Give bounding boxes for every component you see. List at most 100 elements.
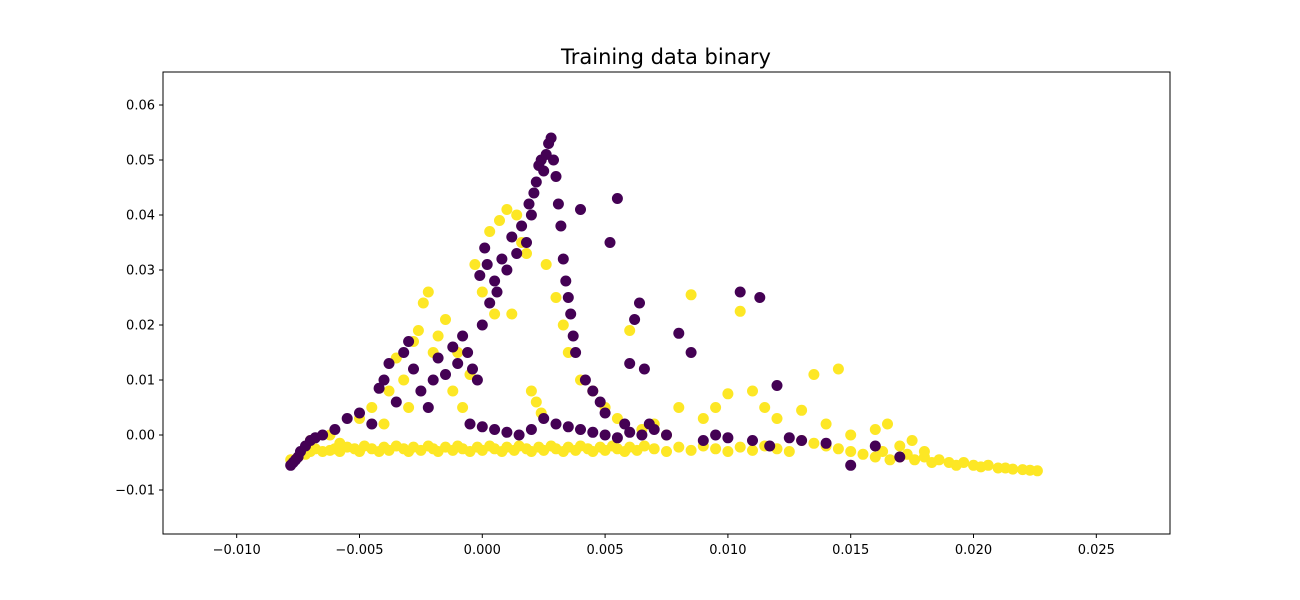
data-point (469, 259, 481, 270)
data-point (1031, 465, 1043, 477)
data-point (611, 193, 623, 204)
data-point (506, 231, 518, 243)
data-point (545, 132, 557, 144)
data-point (754, 292, 766, 303)
data-point (334, 437, 346, 449)
data-point (685, 347, 697, 358)
data-point (771, 413, 783, 424)
data-point (958, 457, 970, 468)
data-point (560, 275, 572, 287)
data-point (403, 402, 415, 413)
data-point (464, 418, 476, 430)
data-point (638, 363, 650, 375)
data-point (661, 446, 672, 457)
y-tick-label: −0.01 (115, 484, 155, 499)
data-point (722, 446, 734, 457)
data-point (530, 396, 542, 408)
data-point (587, 385, 599, 397)
y-tick-label: 0.00 (126, 429, 155, 444)
data-point (747, 385, 758, 397)
data-point (516, 220, 528, 232)
data-point (562, 421, 574, 433)
data-point (496, 253, 508, 265)
data-point (619, 418, 631, 430)
data-point (481, 259, 493, 270)
data-point (525, 424, 537, 435)
data-point (422, 286, 434, 298)
data-point (457, 402, 469, 413)
data-point (808, 369, 820, 380)
data-point (415, 385, 427, 397)
data-point (697, 435, 709, 446)
data-point (845, 446, 857, 457)
data-point (884, 454, 896, 466)
data-point (722, 388, 734, 400)
data-point (710, 402, 722, 413)
data-point (599, 407, 611, 419)
data-point (378, 418, 390, 430)
data-point (624, 358, 636, 369)
data-point (747, 435, 758, 446)
data-point (734, 305, 746, 317)
x-tick-label: 0.000 (464, 543, 501, 558)
data-point (525, 209, 537, 221)
data-point (521, 248, 532, 259)
data-point (579, 374, 591, 386)
data-point (832, 443, 844, 455)
data-point (523, 198, 535, 210)
data-point (317, 429, 329, 441)
data-point (570, 347, 582, 358)
x-tick-label: 0.025 (1078, 543, 1115, 558)
data-point (933, 454, 945, 466)
data-point (341, 413, 353, 424)
data-point (476, 421, 488, 433)
data-point (624, 426, 636, 438)
data-point (538, 413, 550, 424)
data-point (366, 418, 378, 430)
data-point (796, 435, 808, 446)
data-point (575, 424, 586, 435)
data-point (528, 187, 540, 199)
data-point (982, 459, 994, 471)
data-point (634, 297, 645, 309)
points-layer (285, 132, 1043, 477)
data-point (661, 429, 672, 441)
data-point (636, 429, 648, 441)
data-point (894, 440, 906, 452)
data-point (489, 424, 501, 435)
data-point (390, 396, 402, 408)
data-point (771, 380, 783, 391)
data-point (540, 259, 552, 270)
x-tick-label: 0.015 (832, 543, 869, 558)
data-point (467, 363, 478, 375)
data-point (484, 226, 496, 237)
data-point (587, 426, 599, 438)
data-point (491, 286, 503, 298)
data-point (383, 385, 395, 397)
x-tick-label: −0.010 (213, 543, 261, 558)
data-point (918, 446, 930, 457)
data-point (557, 319, 569, 331)
data-point (783, 432, 795, 444)
data-point (408, 363, 419, 375)
data-point (673, 402, 685, 413)
data-point (624, 325, 636, 336)
data-point (521, 237, 532, 248)
data-point (710, 429, 722, 441)
data-point (820, 437, 832, 449)
x-tick-label: 0.010 (709, 543, 746, 558)
x-tick-label: 0.005 (586, 543, 623, 558)
data-point (525, 385, 537, 397)
data-point (452, 358, 464, 369)
data-point (476, 319, 488, 331)
data-point (354, 407, 365, 419)
data-point (565, 308, 577, 320)
data-point (783, 446, 795, 457)
data-point (673, 327, 685, 339)
data-point (513, 429, 525, 441)
y-tick-label: 0.02 (126, 319, 155, 334)
data-point (673, 441, 685, 453)
data-point (474, 270, 486, 281)
data-point (432, 330, 444, 342)
